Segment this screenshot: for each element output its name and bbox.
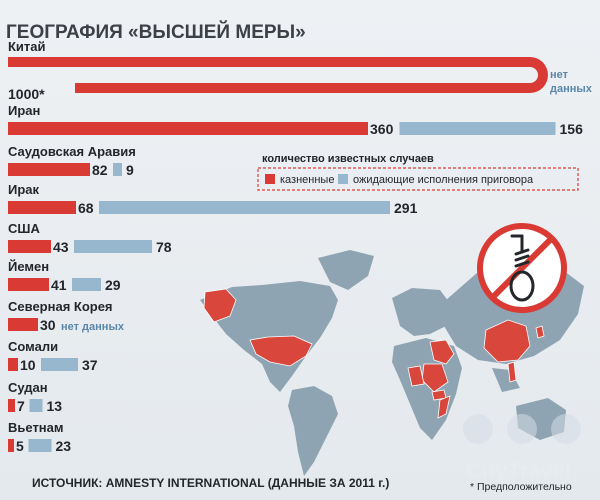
map-north-korea	[535, 325, 545, 339]
value-label-awaiting: 9	[126, 162, 134, 178]
noose-badge	[477, 223, 567, 313]
bar-executed	[8, 122, 368, 135]
bar-executed	[8, 318, 38, 331]
category-label: Ирак	[8, 182, 40, 197]
category-label: США	[8, 221, 40, 236]
bar-awaiting	[29, 399, 43, 412]
bar-executed	[8, 278, 49, 291]
value-label-executed: 7	[17, 398, 25, 414]
noose-badge-slash	[490, 236, 554, 300]
category-label: Йемен	[8, 259, 49, 274]
value-label-executed: 10	[20, 357, 36, 373]
bar-executed	[8, 358, 18, 371]
value-label-awaiting: 37	[82, 357, 98, 373]
value-label-awaiting: 23	[56, 438, 72, 454]
map-usa-alaska	[203, 288, 237, 323]
bar-executed	[8, 439, 14, 452]
legend-swatch-executed	[265, 174, 275, 184]
map-somalia	[437, 395, 451, 419]
map-highlights	[203, 288, 545, 419]
legend-swatch-awaiting	[338, 174, 348, 184]
bar-executed	[8, 57, 548, 93]
bar-awaiting	[99, 201, 390, 214]
value-label-executed: 5	[16, 438, 24, 454]
value-label-awaiting: данных	[550, 83, 593, 95]
watermark: CityTravel	[463, 414, 581, 483]
value-label-executed: 30	[40, 317, 56, 333]
category-label: Вьетнам	[8, 420, 64, 435]
category-label: Саудовская Аравия	[8, 144, 136, 159]
legend-frame	[257, 167, 579, 191]
bar-awaiting	[74, 240, 152, 253]
category-label: Иран	[8, 103, 40, 118]
bar-rows: Китай 1000* нет данных Иран 360 156 Саудовская …	[8, 39, 593, 454]
legend-label-executed: казненные	[280, 174, 334, 186]
legend-label-awaiting: ожидающие исполнения приговора	[353, 174, 534, 186]
bar-executed	[8, 201, 76, 214]
map-china	[483, 319, 531, 363]
legend: количество известных случаев казненные о…	[257, 153, 579, 191]
map-sudan	[407, 365, 425, 387]
bar-awaiting	[113, 163, 122, 176]
category-label: Сомали	[8, 339, 58, 354]
map-iran-iraq	[429, 339, 455, 365]
value-label-awaiting: нет	[550, 69, 569, 81]
plane-icon	[463, 414, 493, 444]
map-vietnam	[507, 361, 517, 383]
legend-heading: количество известных случаев	[262, 153, 434, 165]
value-label-awaiting: 156	[560, 121, 584, 137]
category-label: Судан	[8, 380, 48, 395]
watermark-text: CityTravel	[466, 458, 571, 483]
chart-title: ГЕОГРАФИЯ «ВЫСШЕЙ МЕРЫ»	[6, 21, 306, 43]
category-label: Северная Корея	[8, 299, 113, 314]
bar-executed	[8, 163, 90, 176]
category-label: Китай	[8, 39, 46, 54]
value-label-executed: 43	[53, 239, 69, 255]
value-label-awaiting: 29	[105, 277, 121, 293]
bar-executed	[8, 240, 51, 253]
value-label-awaiting: 78	[156, 239, 172, 255]
bar-awaiting	[28, 439, 52, 452]
bar-awaiting	[399, 122, 556, 135]
value-label-executed: 360	[370, 121, 394, 137]
bar-awaiting	[41, 358, 78, 371]
map-usa	[249, 335, 313, 367]
building-icon	[507, 414, 537, 444]
value-label-executed: 41	[51, 277, 67, 293]
value-label-executed: 68	[78, 200, 94, 216]
noose-icon	[509, 234, 535, 302]
bar-awaiting	[72, 278, 101, 291]
briefcase-icon	[551, 414, 581, 444]
value-label-executed: 82	[92, 162, 108, 178]
source-note: ИСТОЧНИК: AMNESTY INTERNATIONAL (ДАННЫЕ …	[32, 476, 389, 490]
value-label-awaiting: 291	[394, 200, 418, 216]
footnote: * Предположительно	[470, 481, 572, 493]
value-label-awaiting: нет данных	[61, 321, 125, 333]
bar-executed	[8, 399, 15, 412]
value-label-executed: 1000*	[8, 86, 45, 102]
value-label-awaiting: 13	[47, 398, 63, 414]
